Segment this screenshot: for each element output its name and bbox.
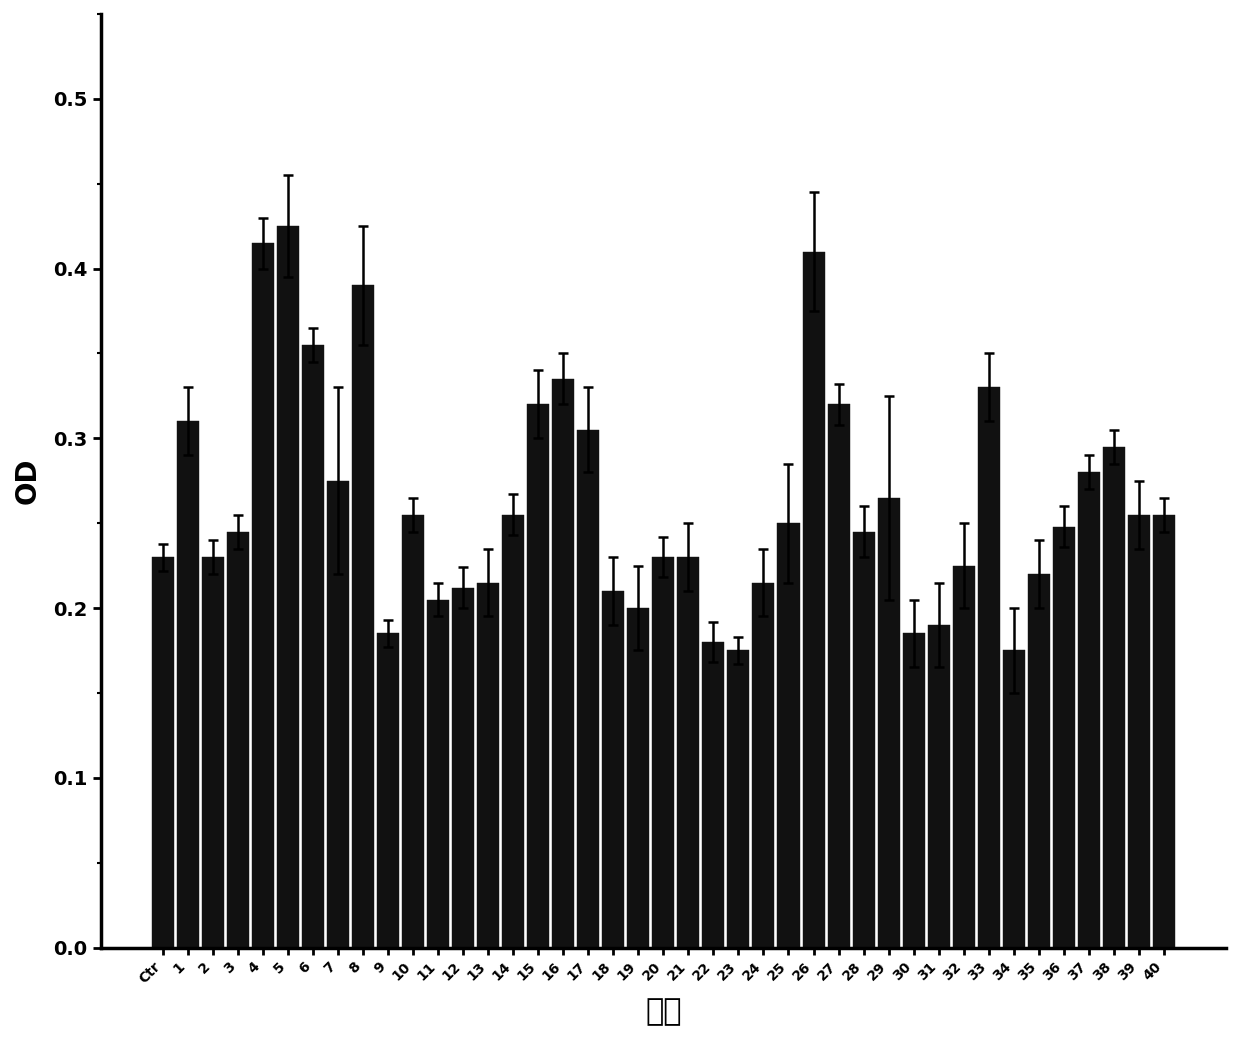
Bar (427, 599, 449, 947)
Bar (802, 252, 825, 947)
Bar (301, 345, 324, 947)
Bar (252, 243, 274, 947)
Bar (1102, 447, 1125, 947)
Bar (928, 625, 950, 947)
Bar (151, 557, 174, 947)
Bar (627, 608, 650, 947)
Bar (777, 523, 800, 947)
Bar (377, 633, 399, 947)
Y-axis label: OD: OD (14, 458, 42, 504)
Bar (578, 430, 599, 947)
Bar (477, 582, 500, 947)
Bar (952, 566, 975, 947)
Bar (402, 515, 424, 947)
Bar (1003, 650, 1024, 947)
Bar (1078, 472, 1100, 947)
Bar (227, 531, 249, 947)
Bar (728, 650, 749, 947)
Bar (1053, 526, 1075, 947)
Bar (1153, 515, 1176, 947)
Bar (677, 557, 699, 947)
Bar (202, 557, 223, 947)
Bar (603, 591, 624, 947)
Bar (903, 633, 925, 947)
Bar (502, 515, 525, 947)
Bar (878, 498, 900, 947)
Bar (827, 405, 849, 947)
Bar (352, 286, 374, 947)
Bar (327, 480, 348, 947)
Bar (702, 642, 724, 947)
Bar (977, 387, 999, 947)
Bar (527, 405, 549, 947)
Bar (277, 226, 299, 947)
Bar (652, 557, 675, 947)
Bar (1028, 574, 1050, 947)
Bar (1128, 515, 1149, 947)
Bar (753, 582, 775, 947)
Bar (853, 531, 874, 947)
X-axis label: 编号: 编号 (645, 997, 682, 1026)
Bar (177, 421, 198, 947)
Bar (552, 379, 574, 947)
Bar (453, 588, 474, 947)
